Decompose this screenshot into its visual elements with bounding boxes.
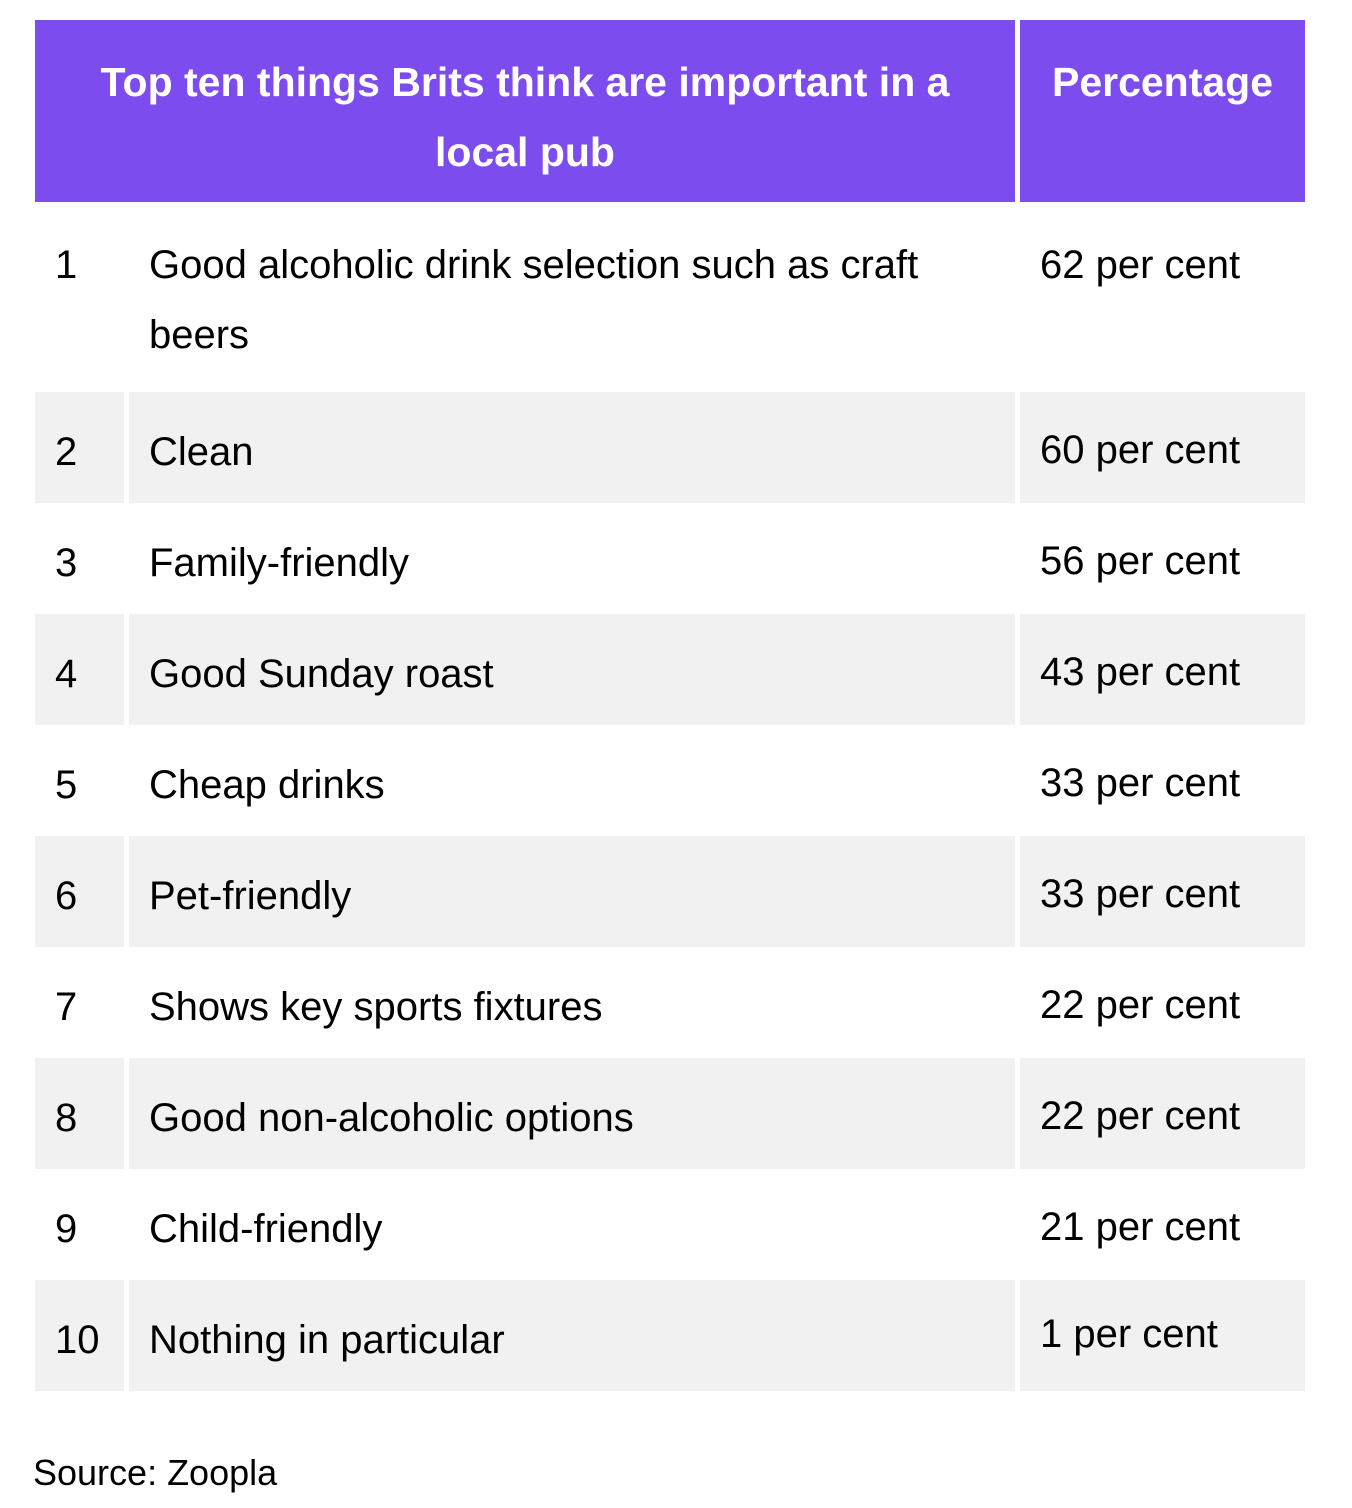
- table-row: 8 Good non-alcoholic options 22 per cent: [35, 1058, 1305, 1169]
- source-caption: Source: Zoopla: [33, 1452, 278, 1493]
- header-divider: [1015, 20, 1020, 202]
- percentage-cell: 22 per cent: [1040, 983, 1241, 1027]
- rank-cell: 1: [55, 243, 78, 287]
- table-row: 2 Clean 60 per cent: [35, 392, 1305, 503]
- percentage-cell: 56 per cent: [1040, 539, 1241, 583]
- percentage-cell: 21 per cent: [1040, 1205, 1241, 1249]
- item-cell: Good Sunday roast: [129, 614, 1015, 725]
- rank-cell: 5: [55, 763, 78, 807]
- percentage-cell: 43 per cent: [1020, 614, 1305, 725]
- rank-cell: 6: [35, 836, 124, 947]
- rank-cell: 9: [55, 1207, 78, 1251]
- item-cell: Child-friendly: [149, 1207, 383, 1251]
- item-cell: Clean: [129, 392, 1015, 503]
- rank-cell: 2: [35, 392, 124, 503]
- item-cell: Shows key sports fixtures: [149, 985, 603, 1029]
- rank-cell: 10: [35, 1280, 124, 1391]
- rank-cell: 3: [55, 541, 78, 585]
- percentage-cell: 1 per cent: [1020, 1280, 1305, 1391]
- rank-cell: 4: [35, 614, 124, 725]
- pub-ranking-table: Top ten things Brits think are important…: [35, 20, 1305, 1391]
- item-cell: Cheap drinks: [149, 763, 385, 807]
- table-row: 3 Family-friendly 56 per cent: [35, 503, 1305, 614]
- item-cell: Nothing in particular: [129, 1280, 1015, 1391]
- table-row: 4 Good Sunday roast 43 per cent: [35, 614, 1305, 725]
- item-cell: Family-friendly: [149, 541, 410, 585]
- header-percentage: Percentage: [1020, 20, 1305, 202]
- table-row: 7 Shows key sports fixtures 22 per cent: [35, 947, 1305, 1058]
- table-row: 9 Child-friendly 21 per cent: [35, 1169, 1305, 1280]
- item-cell: Good alcoholic drink selection such as c…: [149, 243, 919, 357]
- item-cell: Good non-alcoholic options: [129, 1058, 1015, 1169]
- percentage-cell: 60 per cent: [1020, 392, 1305, 503]
- percentage-cell: 62 per cent: [1040, 243, 1241, 287]
- table-row: 1 Good alcoholic drink selection such as…: [35, 202, 1305, 392]
- percentage-cell: 22 per cent: [1020, 1058, 1305, 1169]
- percentage-cell: 33 per cent: [1020, 836, 1305, 947]
- percentage-cell: 33 per cent: [1040, 761, 1241, 805]
- table-row: 10 Nothing in particular 1 per cent: [35, 1280, 1305, 1391]
- table-row: 6 Pet-friendly 33 per cent: [35, 836, 1305, 947]
- item-cell: Pet-friendly: [129, 836, 1015, 947]
- rank-cell: 8: [35, 1058, 124, 1169]
- rank-cell: 7: [55, 985, 78, 1029]
- table-header: Top ten things Brits think are important…: [35, 20, 1305, 202]
- table-row: 5 Cheap drinks 33 per cent: [35, 725, 1305, 836]
- header-title: Top ten things Brits think are important…: [35, 20, 1015, 202]
